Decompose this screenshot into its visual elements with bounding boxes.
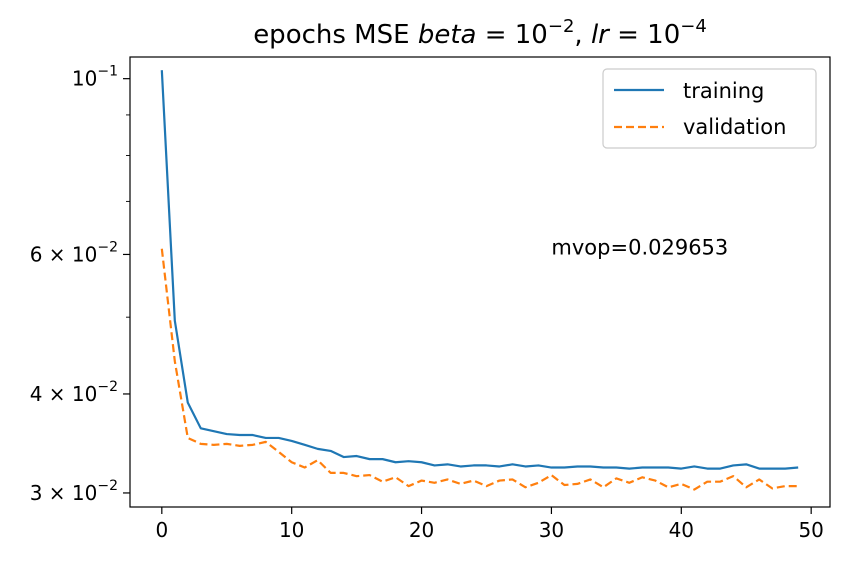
- y-tick-label: 6 × 10−2: [30, 239, 118, 266]
- y-tick-label: 3 × 10−2: [30, 478, 118, 505]
- x-tick-label: 40: [669, 518, 694, 542]
- y-tick-label: 10−1: [72, 64, 118, 91]
- legend-box: [602, 68, 817, 149]
- x-tick-label: 10: [279, 518, 304, 542]
- series-line-validation: [160, 248, 799, 491]
- x-tick-label: 30: [539, 518, 564, 542]
- series-layer: [160, 70, 799, 491]
- mvop-annotation: mvop=0.029653: [551, 235, 728, 259]
- y-tick-label: 4 × 10−2: [30, 379, 118, 406]
- legend-label-validation: validation: [683, 115, 786, 139]
- chart-title: epochs MSE beta = 10−2, lr = 10−4: [253, 16, 707, 50]
- plot-frame: [129, 56, 831, 508]
- axis-ticks: 0 10 20 30 40 50 10−1 6 × 10−2 4 × 10−2 3 × 10−2: [30, 64, 824, 542]
- legend-label-training: training: [683, 79, 764, 103]
- x-tick-label: 20: [409, 518, 434, 542]
- legend: training validation: [602, 68, 817, 149]
- x-tick-label: 0: [155, 518, 168, 542]
- x-tick-label: 50: [798, 518, 823, 542]
- series-line-training: [160, 70, 799, 470]
